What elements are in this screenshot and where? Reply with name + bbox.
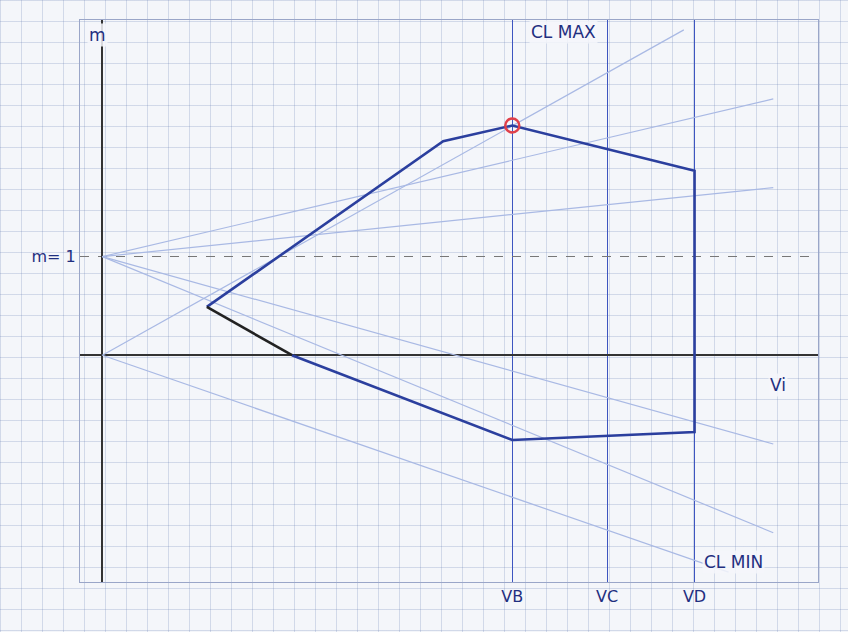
svg-text:VB: VB (501, 587, 523, 606)
svg-text:m: m (89, 25, 106, 45)
svg-text:m= 1: m= 1 (32, 247, 76, 266)
svg-text:CL MAX: CL MAX (531, 22, 596, 42)
svg-text:VD: VD (683, 587, 706, 606)
svg-text:Vi: Vi (770, 375, 786, 395)
svg-text:CL MIN: CL MIN (704, 552, 763, 572)
svg-text:VC: VC (596, 587, 618, 606)
